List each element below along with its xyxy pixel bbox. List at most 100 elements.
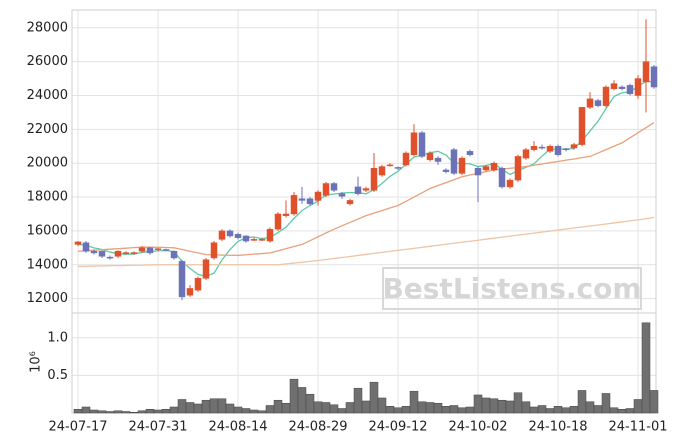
volume-bar (385, 405, 395, 414)
volume-bar (273, 399, 283, 414)
volume-bar (441, 405, 451, 414)
volume-bar (265, 405, 275, 414)
volume-bar (297, 387, 307, 414)
volume-bar (153, 409, 163, 414)
volume-bar (105, 411, 115, 414)
volume-bar (569, 405, 579, 414)
volume-bar (513, 392, 523, 414)
moving-average-line (77, 122, 655, 257)
candle-body (450, 149, 458, 174)
candle-body (442, 169, 450, 172)
volume-bar (649, 390, 659, 414)
candle-body (594, 100, 602, 106)
candle-body (490, 162, 498, 171)
candle-body (178, 261, 186, 298)
volume-bar (585, 401, 595, 414)
watermark-box (382, 267, 642, 310)
volume-bar (433, 402, 443, 414)
candle-body (402, 152, 410, 166)
volume-bar (73, 408, 83, 414)
candle-body (322, 183, 330, 196)
volume-bar (529, 406, 539, 414)
volume-bar (249, 409, 259, 414)
candle-body (162, 249, 170, 251)
volume-bar (417, 401, 427, 414)
volume-bar (209, 398, 219, 414)
y-tick-label: 22000 (27, 122, 68, 137)
x-tick-label: 24-11-01 (608, 420, 667, 435)
volume-bar (193, 403, 203, 414)
candle-body (298, 198, 306, 201)
volume-bar (113, 410, 123, 414)
volume-bar (225, 403, 235, 414)
candle-body (498, 168, 506, 188)
volume-bar (489, 398, 499, 414)
candle-body (138, 247, 146, 252)
volume-bar (289, 378, 299, 414)
volume-bar (337, 408, 347, 414)
volume-bar (321, 402, 331, 414)
candle-body (106, 256, 114, 259)
volume-bar (81, 406, 91, 414)
candle-body (154, 248, 162, 250)
volume-bar (561, 407, 571, 414)
volume-bar (401, 405, 411, 414)
candle-body (386, 164, 394, 167)
y-tick-label: 24000 (27, 88, 68, 103)
y-tick-label: 0.5 (47, 368, 68, 383)
volume-bar (329, 404, 339, 414)
volume-bar (121, 411, 131, 414)
candle-body (586, 98, 594, 108)
candle-body (314, 191, 322, 201)
candle-body (466, 151, 474, 155)
x-tick-label: 24-10-02 (448, 420, 507, 435)
candle-body (522, 149, 530, 159)
x-tick-label: 24-07-17 (48, 420, 107, 435)
volume-bar (177, 399, 187, 414)
volume-bar (377, 397, 387, 414)
candle-body (186, 288, 194, 296)
candle-body (530, 146, 538, 150)
volume-bar (497, 399, 507, 414)
volume-bar (161, 408, 171, 414)
volume-bar (633, 399, 643, 414)
candle-body (274, 213, 282, 230)
x-tick-label: 24-07-31 (128, 420, 187, 435)
y-tick-label: 16000 (27, 223, 68, 238)
candle-body (378, 166, 386, 176)
candle-body (370, 168, 378, 191)
volume-bar (481, 397, 491, 414)
y-tick-label: 26000 (27, 54, 68, 69)
volume-bar (305, 393, 315, 414)
candle-body (602, 86, 610, 106)
volume-bar (313, 401, 323, 414)
volume-bar (641, 322, 651, 414)
candle-body (194, 278, 202, 291)
candle-body (290, 195, 298, 215)
volume-bar (169, 406, 179, 414)
volume-bar (185, 402, 195, 414)
volume-bar (601, 393, 611, 414)
x-tick-label: 24-08-29 (288, 420, 347, 435)
candle-body (434, 157, 442, 162)
candle-body (82, 242, 90, 252)
candle-body (242, 235, 250, 242)
candle-body (354, 186, 362, 194)
candle-body (218, 230, 226, 240)
volume-bar (553, 405, 563, 414)
candle-body (626, 85, 634, 95)
volume-bar (97, 410, 107, 414)
candle-body (258, 239, 266, 241)
volume-bar (233, 406, 243, 414)
volume-bar (449, 405, 459, 414)
volume-bar (281, 402, 291, 414)
volume-bar (129, 411, 139, 414)
volume-bar (369, 381, 379, 414)
y-tick-label: 20000 (27, 156, 68, 171)
candle-body (338, 193, 346, 197)
volume-bar (241, 408, 251, 414)
candle-body (306, 198, 314, 205)
y-tick-label: 18000 (27, 190, 68, 205)
candle-body (122, 252, 130, 254)
